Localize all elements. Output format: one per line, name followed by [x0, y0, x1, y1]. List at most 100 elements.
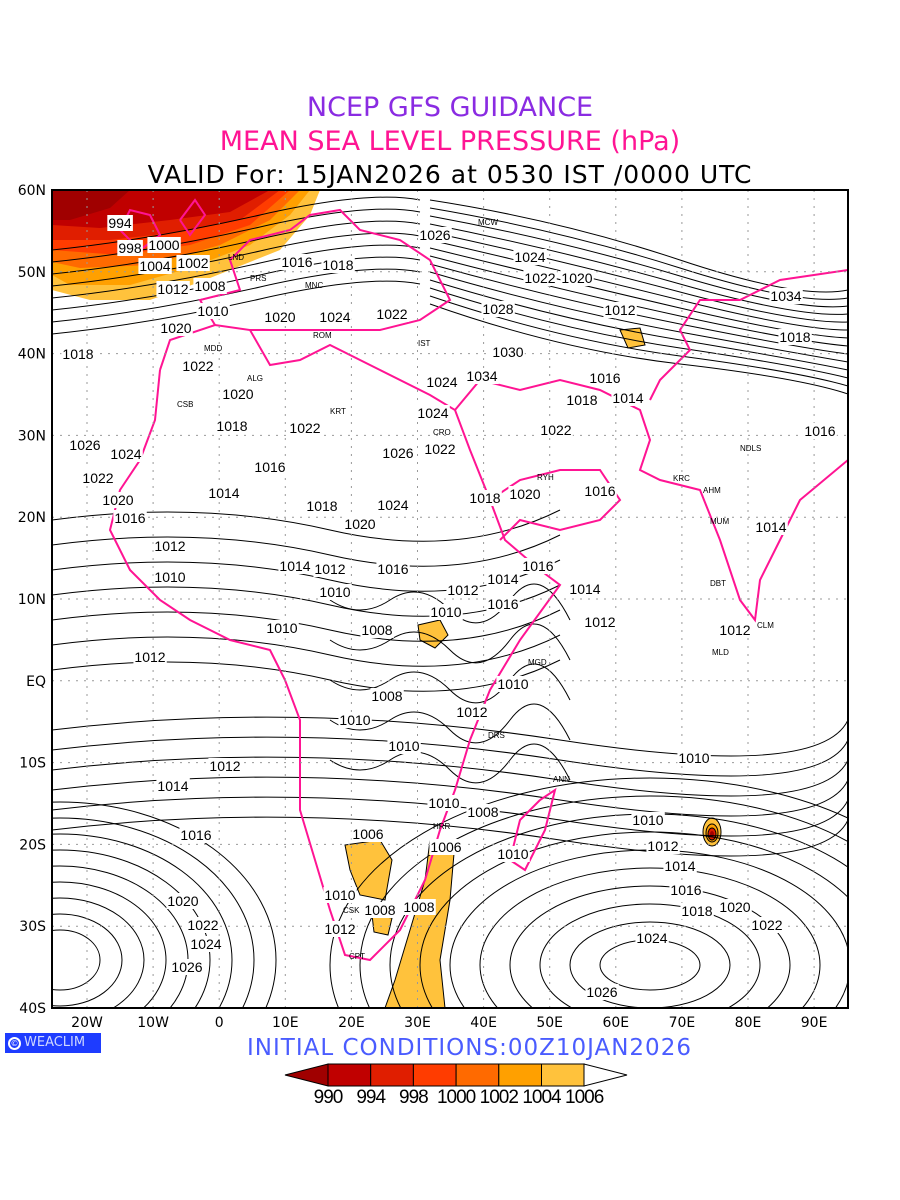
isobar-label: 1012 [134, 649, 165, 665]
isobar [429, 215, 848, 308]
isobar-label-group: 1012 [646, 838, 680, 854]
station-code: CPT [349, 952, 365, 961]
isobar-label: 1024 [417, 405, 448, 421]
isobar-label: 1012 [604, 302, 635, 318]
isobar-label-group: 1014 [486, 571, 520, 587]
station-code: CSB [177, 400, 193, 409]
isobar-label-group: 1014 [207, 485, 241, 501]
isobar-label: 1012 [584, 614, 615, 630]
isobar-label-group: 1016 [669, 882, 703, 898]
isobar [419, 831, 848, 1008]
isobar-label: 1008 [467, 804, 498, 820]
isobar-label: 1010 [678, 750, 709, 766]
isobar-label-group: 1010 [153, 569, 187, 585]
isobar-label: 1022 [182, 358, 213, 374]
isobar-label-group: 1024 [416, 405, 450, 421]
lon-label: 20W [71, 1015, 103, 1031]
isobar-label-group: 1026 [68, 437, 102, 453]
isobar-label: 1016 [281, 254, 312, 270]
coastlines [108, 198, 848, 962]
tropical-cyclone-low [702, 817, 722, 847]
isobar-label: 1010 [388, 738, 419, 754]
isobar-label: 1024 [636, 930, 667, 946]
isobar-label: 1018 [779, 329, 810, 345]
isobar-label-group: 1018 [321, 257, 355, 273]
isobar [52, 232, 421, 287]
isobar [429, 207, 848, 300]
isobar-label-group: 1016 [179, 827, 213, 843]
isobar-label-group: 1016 [280, 254, 314, 270]
isobar-label: 1026 [171, 959, 202, 975]
station-code: KRT [330, 407, 346, 416]
initial-conditions: INITIAL CONDITIONS:00Z10JAN2026 [247, 1035, 692, 1061]
isobar-label-group: 1024 [189, 936, 223, 952]
isobar-label-group: 1022 [288, 420, 322, 436]
lon-label: 10W [137, 1015, 169, 1031]
isobar-label-group: 1024 [513, 249, 547, 265]
station-code: ALG [247, 374, 263, 383]
isobar-label: 1010 [266, 620, 297, 636]
isobar-label: 1016 [487, 596, 518, 612]
colorbar [284, 1063, 628, 1087]
isobar-label: 1010 [632, 812, 663, 828]
isobar-label-group: 1014 [663, 858, 697, 874]
isobar-label-group: 1024 [376, 497, 410, 513]
isobar [52, 881, 167, 1008]
isobar-label-group: 1010 [196, 303, 230, 319]
isobar-label: 1008 [371, 688, 402, 704]
isobar-label: 994 [108, 215, 132, 231]
lon-label: 0 [215, 1015, 224, 1031]
isobar-label: 1008 [403, 899, 434, 915]
isobar [52, 897, 145, 1008]
lat-label: 10N [18, 592, 46, 608]
isobar-label: 1010 [319, 584, 350, 600]
isobar-label: 1018 [566, 392, 597, 408]
isobar-label-group: 1016 [253, 459, 287, 475]
station-code: DRS [488, 731, 505, 740]
isobar-label: 1012 [324, 921, 355, 937]
isobar-label-group: 1016 [486, 596, 520, 612]
station-code: MLD [712, 648, 729, 657]
isobar-label-group: 1022 [539, 422, 573, 438]
isobar [359, 795, 848, 1008]
isobar-label: 1026 [586, 984, 617, 1000]
isobar [52, 609, 561, 642]
isobar-label-group: 1020 [101, 492, 135, 508]
isobar-label-group: 1026 [170, 959, 204, 975]
isobar-label-group: 1016 [113, 510, 147, 526]
isobar [52, 849, 211, 1008]
isobar-label: 998 [118, 240, 142, 256]
lon-label: 90E [801, 1015, 828, 1031]
isobar-label: 1022 [524, 270, 555, 286]
isobar [569, 921, 731, 1008]
isobar-label: 1024 [190, 936, 221, 952]
colorbar-label: 990 [313, 1087, 344, 1108]
isobar-label: 1012 [157, 281, 188, 297]
isobar-label: 1000 [148, 237, 179, 253]
isobar-label: 1016 [522, 558, 553, 574]
station-code: CLM [757, 621, 774, 630]
isobar-label: 1014 [755, 519, 786, 535]
isobar-label: 1018 [306, 498, 337, 514]
isobar-label-group: 1016 [803, 423, 837, 439]
isobar-label: 1008 [194, 278, 225, 294]
station-code: KRC [673, 474, 690, 483]
isobar-label: 1014 [569, 581, 600, 597]
station-code: MGD [528, 658, 547, 667]
isobar-label-group: 1010 [265, 620, 299, 636]
isobar-label-group: 1018 [61, 346, 95, 362]
isobar [329, 743, 571, 784]
coastline [489, 469, 622, 541]
isobar-label: 1010 [339, 712, 370, 728]
isobar-label: 1026 [419, 227, 450, 243]
isobar [52, 196, 421, 251]
isobar-label-group: 1012 [133, 649, 167, 665]
isobar-label-group: 1010 [496, 846, 530, 862]
isobar-label: 1030 [492, 344, 523, 360]
station-code: IST [418, 339, 431, 348]
station-code: HRR [433, 822, 451, 831]
colorbar-swatch [455, 1063, 500, 1087]
isobar [52, 816, 848, 857]
map-frame [51, 189, 849, 1009]
isobar-label-group: 1022 [423, 441, 457, 457]
